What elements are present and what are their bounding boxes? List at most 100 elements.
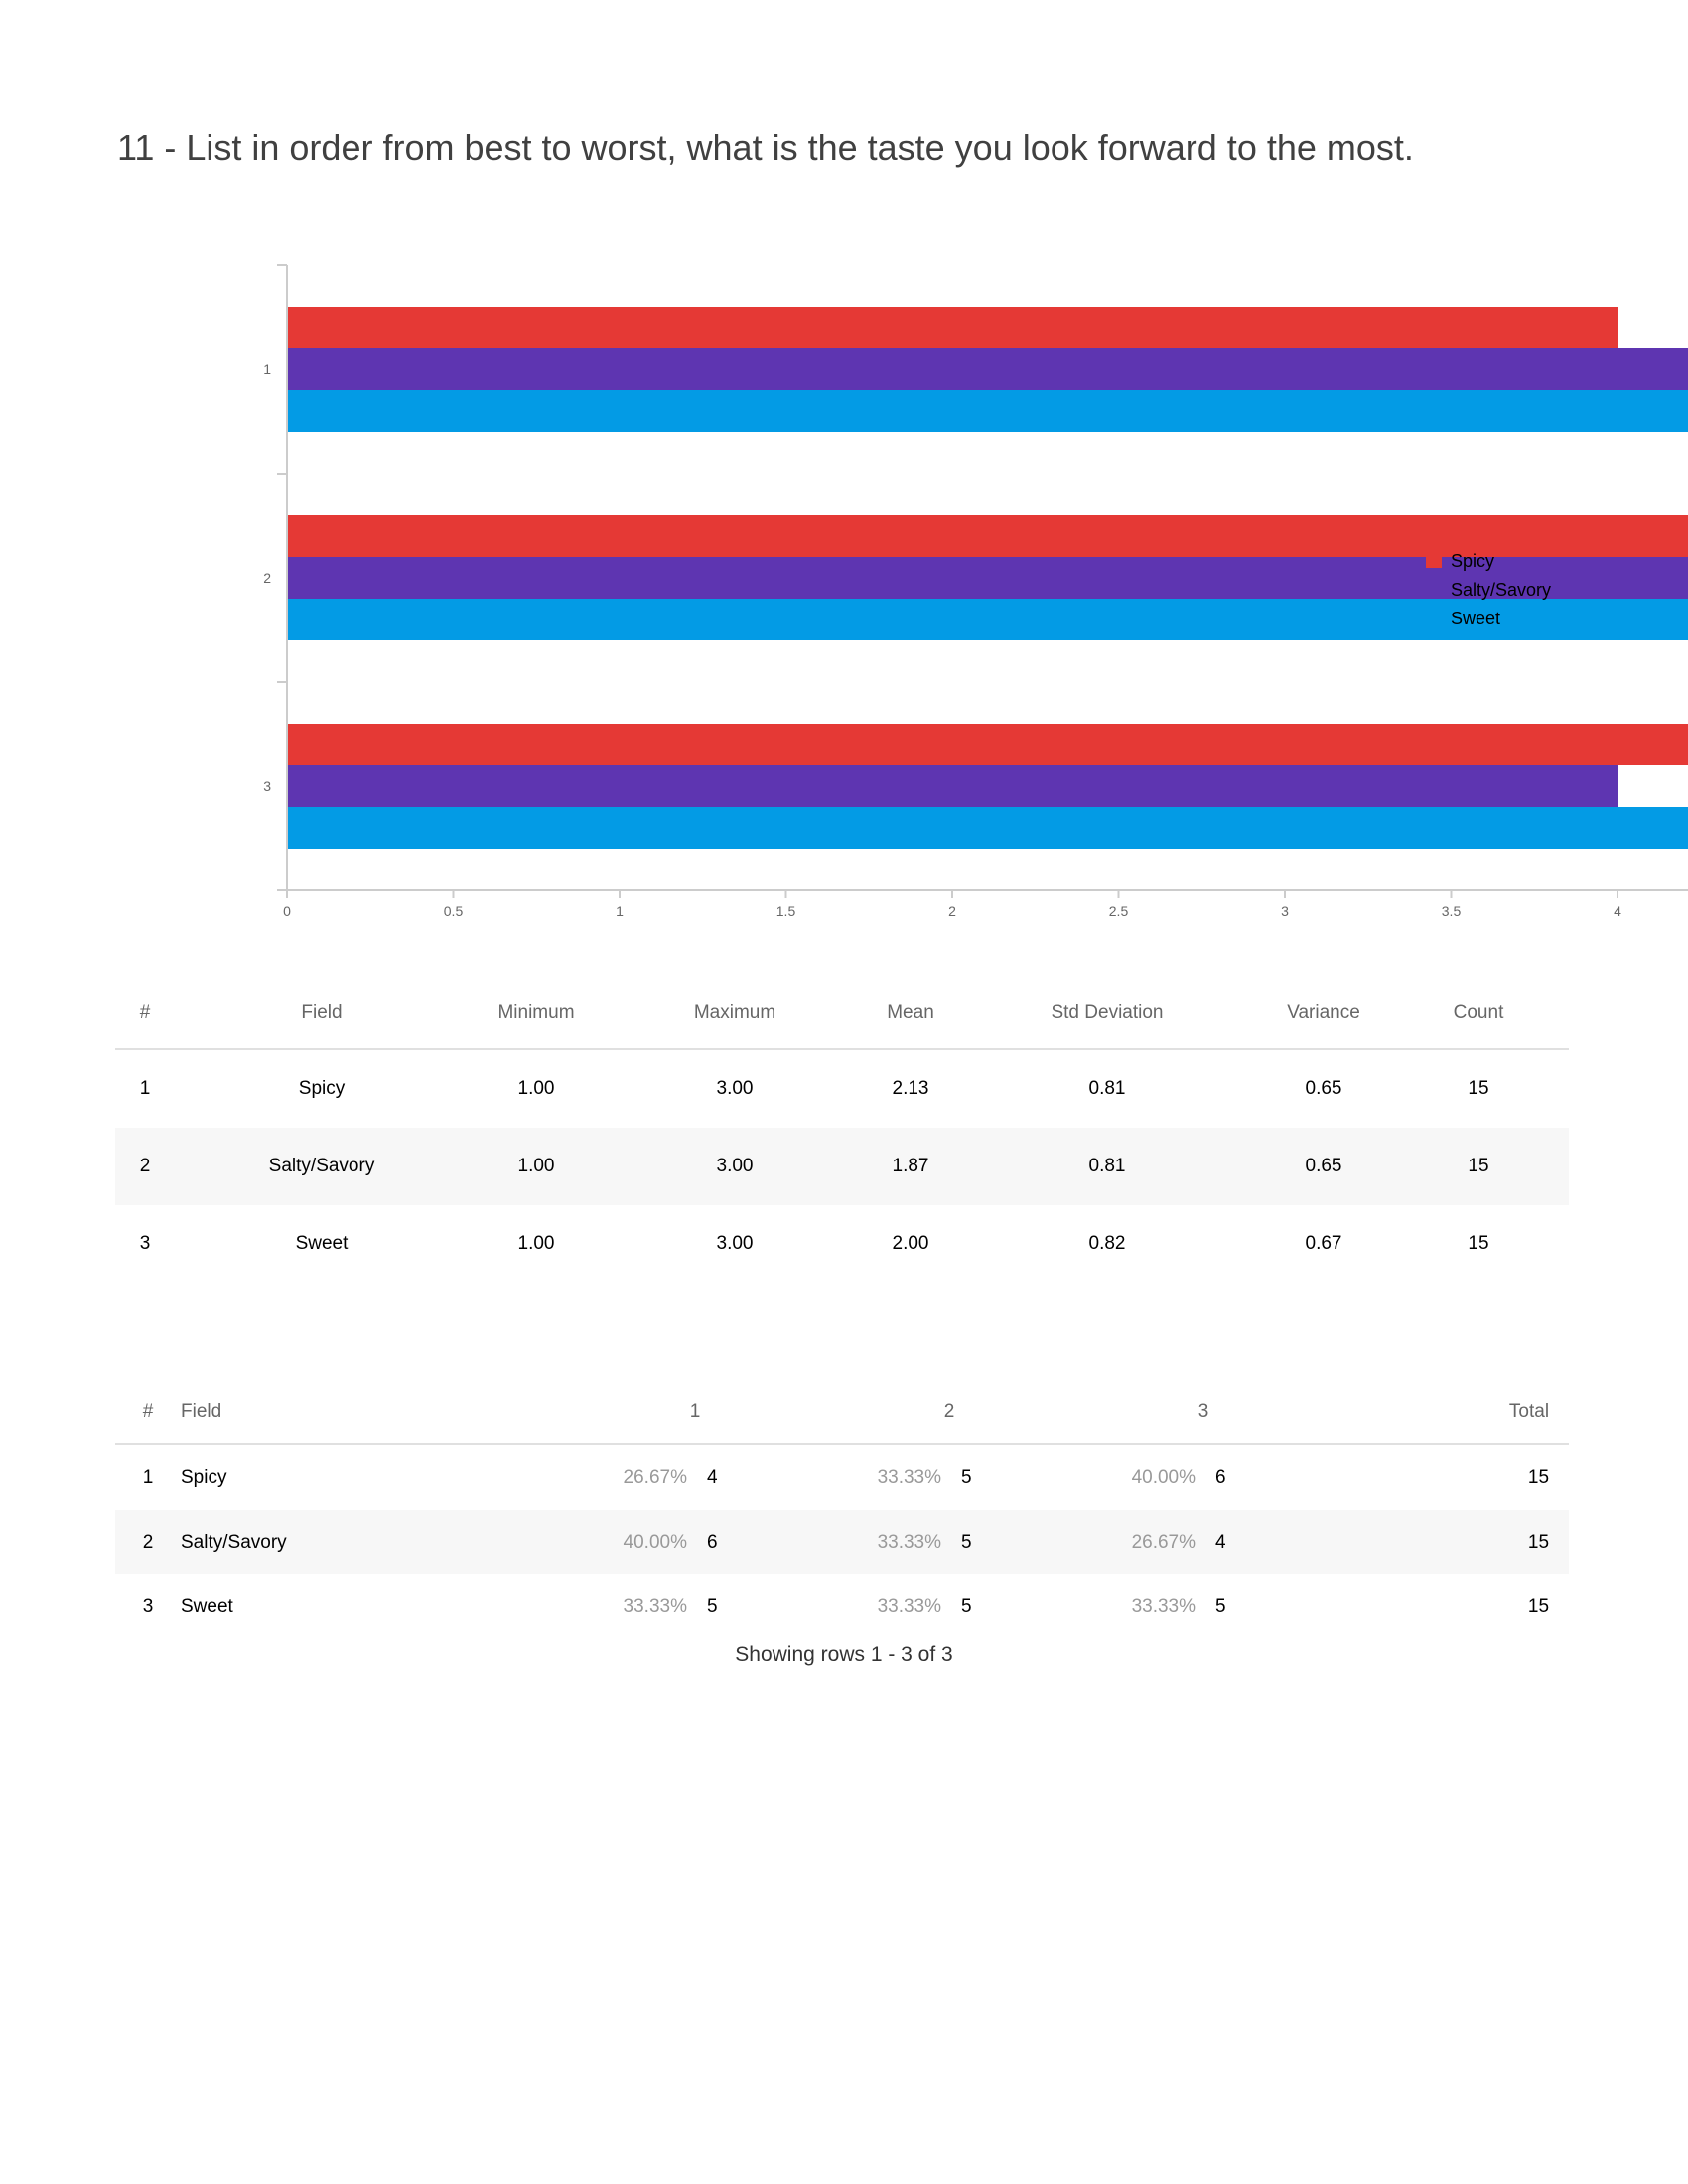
stats-col-variance: Variance	[1259, 977, 1388, 1050]
stats-cell: 1.87	[866, 1128, 955, 1205]
stats-cell: 3.00	[604, 1128, 866, 1205]
stats-cell: 0.67	[1305, 1233, 1342, 1254]
stats-cell: 2	[115, 1128, 175, 1205]
freq-count: 5	[961, 1466, 972, 1488]
stats-col-maximum: Maximum	[604, 977, 866, 1050]
stats-cell: Spicy	[298, 1078, 346, 1099]
freq-percent: 33.33%	[623, 1595, 687, 1617]
freq-total: 15	[1527, 1595, 1550, 1617]
freq-row-field: Salty/Savory	[181, 1510, 598, 1574]
stats-cell: 0.65	[1305, 1078, 1342, 1099]
freq-percent: 26.67%	[623, 1466, 687, 1488]
table-row: 1 Spicy 1.00 3.00 2.13 0.81 0.65 15	[115, 1049, 1569, 1128]
freq-row-num: 1	[142, 1466, 154, 1488]
rows-summary: Showing rows 1 - 3 of 3	[735, 1643, 953, 1666]
stats-cell: 1.00	[517, 1233, 555, 1254]
freq-col-rank-1: 1	[598, 1380, 853, 1445]
bar-chart: 12300.511.522.533.544.555.566.5SpicySalt…	[263, 264, 1688, 919]
stats-cell: 2.13	[892, 1078, 929, 1099]
freq-count: 5	[707, 1595, 718, 1617]
x-tick-label: 4	[1614, 903, 1621, 919]
freq-percent: 33.33%	[877, 1595, 942, 1617]
x-tick-label: 3.5	[1442, 903, 1462, 919]
stats-cell: 15	[1468, 1233, 1489, 1254]
stats-cell: 0.81	[955, 1128, 1259, 1205]
legend-label-spicy: Spicy	[1451, 551, 1494, 571]
stats-cell: 15	[1388, 1128, 1569, 1205]
stats-cell: 3.00	[716, 1078, 754, 1099]
freq-count: 4	[707, 1466, 718, 1488]
freq-col-num: #	[115, 1380, 181, 1445]
stats-col-mean: Mean	[866, 977, 955, 1050]
x-tick-label: 2.5	[1109, 903, 1129, 919]
freq-percent: 40.00%	[1131, 1466, 1196, 1488]
freq-count: 5	[1215, 1595, 1226, 1617]
freq-col-field: Field	[181, 1380, 598, 1445]
freq-row-field: Sweet	[181, 1595, 233, 1617]
frequency-table: # Field 1 2 3 Total 1 Spicy 26.67% 4 33.…	[115, 1380, 1570, 1639]
stats-cell: 3	[139, 1233, 151, 1254]
freq-count: 6	[707, 1510, 853, 1574]
stats-cell: 1.00	[517, 1078, 555, 1099]
stats-col-num: #	[115, 977, 175, 1050]
stats-cell: 0.65	[1259, 1128, 1388, 1205]
bar-sweet-3	[288, 807, 1688, 849]
freq-row-num: 3	[142, 1595, 154, 1617]
freq-percent: 33.33%	[852, 1510, 962, 1574]
x-tick-label: 1	[616, 903, 624, 919]
freq-percent: 40.00%	[598, 1510, 707, 1574]
freq-row-num: 2	[115, 1510, 181, 1574]
x-tick-label: 0	[283, 903, 291, 919]
stats-cell: 1.00	[469, 1128, 604, 1205]
bar-sweet-2	[288, 599, 1688, 640]
bar-salty-savory-1	[288, 348, 1688, 390]
bar-spicy-2	[288, 515, 1688, 557]
legend-swatch-spicy	[1426, 552, 1442, 568]
freq-count: 6	[1215, 1466, 1226, 1488]
x-tick-label: 2	[948, 903, 956, 919]
freq-total: 15	[1527, 1466, 1550, 1488]
freq-header-row: # Field 1 2 3 Total	[115, 1380, 1570, 1445]
table-row: 2 Salty/Savory 1.00 3.00 1.87 0.81 0.65 …	[115, 1128, 1569, 1205]
freq-percent: 33.33%	[877, 1466, 942, 1488]
freq-row-field: Spicy	[181, 1466, 227, 1488]
legend-swatch-sweet	[1426, 610, 1442, 625]
page-title: 11 - List in order from best to worst, w…	[117, 127, 1414, 168]
freq-percent: 33.33%	[1131, 1595, 1196, 1617]
bar-sweet-1	[288, 390, 1688, 432]
stats-cell: 3.00	[716, 1233, 754, 1254]
freq-count: 4	[1215, 1510, 1361, 1574]
stats-col-std-deviation: Std Deviation	[955, 977, 1259, 1050]
table-row: 2 Salty/Savory 40.00% 6 33.33% 5 26.67% …	[115, 1510, 1570, 1574]
bar-spicy-1	[288, 307, 1618, 348]
bar-spicy-3	[288, 724, 1688, 765]
y-tick-label: 2	[263, 570, 271, 586]
stats-col-count: Count	[1388, 977, 1569, 1050]
stats-cell: 15	[1468, 1078, 1489, 1099]
stats-cell: 1	[139, 1078, 151, 1099]
y-tick-label: 1	[263, 361, 271, 377]
bar-salty-savory-3	[288, 765, 1618, 807]
bar-salty-savory-2	[288, 557, 1688, 599]
freq-col-rank-2: 2	[852, 1380, 1107, 1445]
stats-cell: 0.81	[1088, 1078, 1126, 1099]
legend-swatch-salty-savory	[1426, 581, 1442, 597]
table-row: 3 Sweet 33.33% 5 33.33% 5 33.33% 5 15	[115, 1574, 1569, 1639]
x-tick-label: 0.5	[444, 903, 464, 919]
table-row: 1 Spicy 26.67% 4 33.33% 5 40.00% 6 15	[115, 1444, 1569, 1510]
stats-col-field: Field	[175, 977, 469, 1050]
freq-col-rank-3: 3	[1106, 1380, 1361, 1445]
stats-col-minimum: Minimum	[469, 977, 604, 1050]
x-tick-label: 1.5	[776, 903, 796, 919]
freq-percent: 26.67%	[1106, 1510, 1216, 1574]
freq-total: 15	[1360, 1510, 1570, 1574]
stats-cell: 0.82	[1088, 1233, 1126, 1254]
legend-label-salty-savory: Salty/Savory	[1451, 580, 1551, 600]
freq-col-total: Total	[1360, 1380, 1570, 1445]
x-tick-label: 3	[1281, 903, 1289, 919]
stats-cell: 2.00	[892, 1233, 929, 1254]
stats-cell: Sweet	[295, 1233, 349, 1254]
table-row: 3 Sweet 1.00 3.00 2.00 0.82 0.67 15	[115, 1205, 1569, 1283]
stats-table: # Field Minimum Maximum Mean Std Deviati…	[115, 977, 1569, 1283]
stats-header-row: # Field Minimum Maximum Mean Std Deviati…	[115, 977, 1569, 1050]
